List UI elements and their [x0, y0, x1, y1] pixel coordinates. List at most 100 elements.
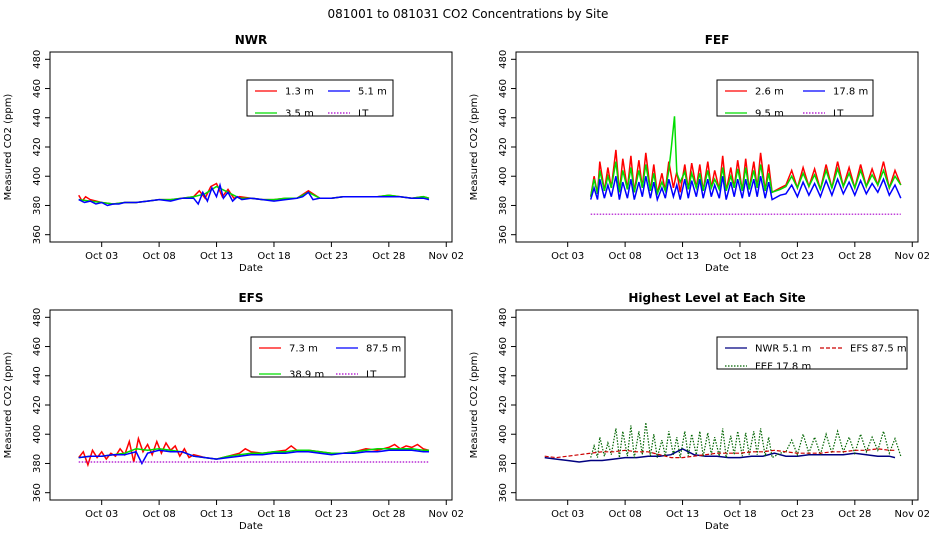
y-tick-label: 400 [498, 167, 509, 186]
legend-label: 17.8 m [833, 87, 868, 98]
y-tick-label: 420 [498, 395, 509, 414]
x-axis-label: Date [705, 521, 729, 532]
x-tick-label: Oct 23 [781, 509, 814, 520]
series-group [78, 182, 430, 207]
x-tick-label: Oct 08 [143, 509, 176, 520]
y-tick-label: 480 [498, 308, 509, 327]
legend-label: 1.3 m [285, 87, 314, 98]
series-line-87-5-m [78, 449, 429, 466]
x-axis-label: Date [705, 263, 729, 274]
x-tick-label: Oct 23 [781, 251, 814, 262]
legend: 7.3 m 38.9 m 87.5 m LT [250, 336, 406, 381]
series-line-38-9-m [78, 448, 429, 460]
legend-label: 5.1 m [358, 87, 387, 98]
series-line-nwr-5-1-m [544, 447, 896, 463]
y-tick-label: 360 [32, 483, 43, 502]
panel-efs: EFS 360 380 400 420 440 460 480 Oct 03 Oct 08 Oct … [3, 291, 464, 532]
legend-label: LT [358, 109, 369, 120]
legend-label: EFS 87.5 m [850, 344, 907, 355]
x-tick-label: Oct 08 [143, 251, 176, 262]
x-tick-label: Oct 03 [551, 509, 584, 520]
series-line-3-5-m [78, 185, 430, 205]
x-tick-label: Oct 03 [85, 251, 118, 262]
legend-box [246, 79, 394, 117]
x-tick-label: Oct 13 [200, 509, 233, 520]
y-tick-label: 380 [32, 196, 43, 215]
panels-group: NWR 360 380 400 420 440 460 480 Oct 03 Oct 08 Oct … [3, 33, 930, 532]
legend-box [250, 336, 406, 378]
x-tick-label: Oct 13 [666, 509, 699, 520]
y-tick-label: 400 [32, 425, 43, 444]
x-tick-label: Oct 23 [315, 251, 348, 262]
legend-label: LT [366, 370, 377, 381]
legend-label: 2.6 m [755, 87, 784, 98]
legend-box [716, 79, 874, 117]
series-line-17-8-m [589, 176, 902, 203]
legend-label: 3.5 m [285, 109, 314, 120]
x-tick-label: Oct 28 [372, 509, 405, 520]
y-tick-label: 420 [32, 395, 43, 414]
x-tick-label: Nov 02 [429, 509, 464, 520]
panel-title: FEF [705, 33, 730, 47]
legend-label: LT [833, 109, 844, 120]
series-line-1-3-m [78, 182, 430, 205]
y-tick-label: 460 [498, 79, 509, 98]
y-tick-label: 480 [498, 50, 509, 69]
series-line-9-5-m [589, 116, 902, 197]
x-tick-label: Oct 28 [372, 251, 405, 262]
y-tick-label: 480 [32, 308, 43, 327]
legend-label: 9.5 m [755, 109, 784, 120]
panel-title: EFS [238, 291, 263, 305]
x-axis-label: Date [239, 521, 263, 532]
y-tick-label: 460 [32, 79, 43, 98]
legend-label: 38.9 m [289, 370, 324, 381]
y-tick-label: 380 [32, 454, 43, 473]
x-tick-label: Oct 13 [200, 251, 233, 262]
y-tick-label: 480 [32, 50, 43, 69]
series-group [589, 116, 902, 215]
y-tick-label: 420 [498, 137, 509, 156]
y-tick-label: 440 [32, 366, 43, 385]
y-tick-label: 440 [498, 366, 509, 385]
y-axis-label: Measured CO2 (ppm) [3, 352, 14, 459]
series-group [544, 422, 902, 463]
y-axis-label: Measured CO2 (ppm) [469, 352, 480, 459]
legend: NWR 5.1 m FEF 17.8 m EFS 87.5 m [716, 336, 908, 373]
panel-nwr: NWR 360 380 400 420 440 460 480 Oct 03 Oct 08 Oct … [3, 33, 464, 274]
legend: 1.3 m 3.5 m 5.1 m LT [246, 79, 394, 120]
series-line-fef-17-8-m [590, 422, 902, 459]
y-tick-label: 420 [32, 137, 43, 156]
x-tick-label: Oct 08 [609, 251, 642, 262]
y-tick-label: 460 [32, 337, 43, 356]
legend-label: 7.3 m [289, 344, 318, 355]
y-tick-label: 360 [498, 483, 509, 502]
x-tick-label: Nov 02 [429, 251, 464, 262]
panel-title: Highest Level at Each Site [628, 291, 805, 305]
x-tick-label: Oct 28 [838, 251, 871, 262]
y-tick-label: 380 [498, 196, 509, 215]
panel-title: NWR [235, 33, 268, 47]
x-tick-label: Oct 28 [838, 509, 871, 520]
panel-highest: Highest Level at Each Site 360 380 400 420 44… [469, 291, 930, 532]
y-tick-label: 400 [32, 167, 43, 186]
y-tick-label: 360 [32, 225, 43, 244]
y-axis-label: Measured CO2 (ppm) [469, 94, 480, 201]
x-tick-label: Nov 02 [895, 251, 930, 262]
series-line-5-1-m [78, 182, 430, 207]
legend-box [716, 336, 908, 370]
legend-label: NWR 5.1 m [755, 344, 811, 355]
x-tick-label: Oct 18 [257, 509, 290, 520]
x-tick-label: Oct 13 [666, 251, 699, 262]
panel-fef: FEF 360 380 400 420 440 460 480 Oct 03 Oct 08 Oct … [469, 33, 930, 274]
figure-title: 081001 to 081031 CO2 Concentrations by S… [328, 7, 609, 21]
x-tick-label: Oct 03 [551, 251, 584, 262]
y-tick-label: 440 [32, 108, 43, 127]
y-axis-label: Measured CO2 (ppm) [3, 94, 14, 201]
legend-label: 87.5 m [366, 344, 401, 355]
x-tick-label: Oct 18 [257, 251, 290, 262]
x-tick-label: Oct 18 [723, 251, 756, 262]
x-tick-label: Nov 02 [895, 509, 930, 520]
x-axis-label: Date [239, 263, 263, 274]
x-tick-label: Oct 23 [315, 509, 348, 520]
